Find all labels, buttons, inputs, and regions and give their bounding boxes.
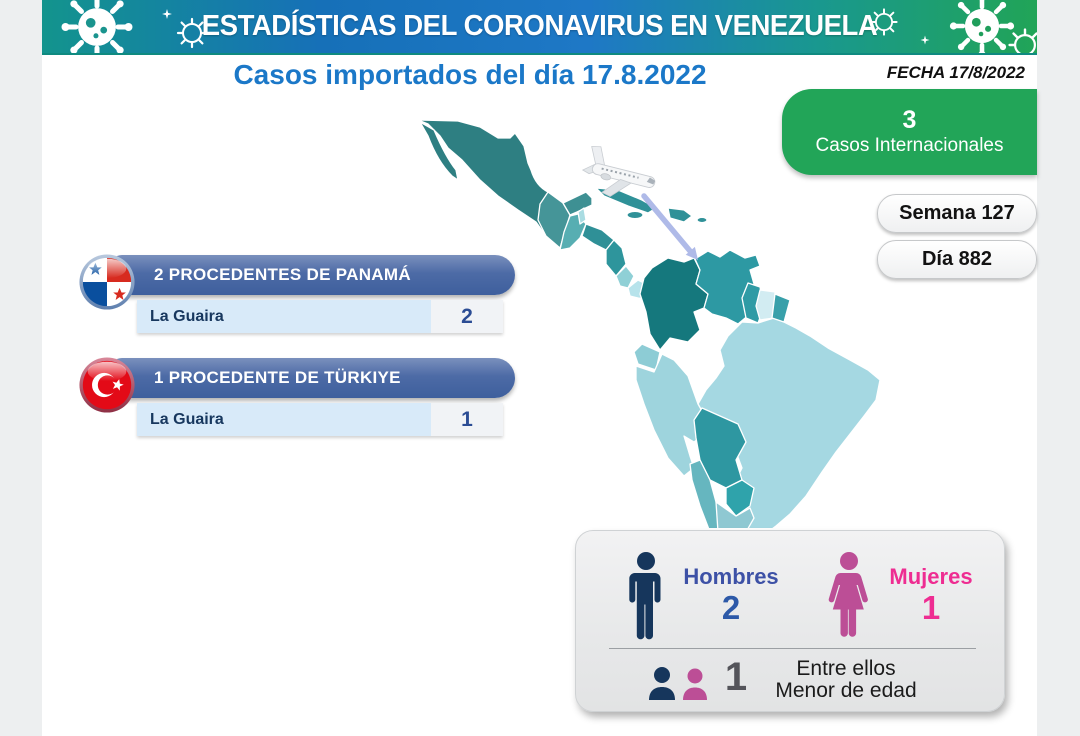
turkiye-flag-icon [79,357,135,413]
day-badge: Día 882 [877,240,1037,279]
right-margin [1037,0,1080,736]
turkiye-header-label: 1 PROCEDENTE DE TÜRKIYE [154,368,401,387]
turkiye-header-bar: 1 PROCEDENTE DE TÜRKIYE [110,358,515,398]
demographics-panel: Hombres 2 Mujeres 1 1 Entre ellos Menor … [575,530,1005,712]
panama-place: La Guaira [150,307,224,325]
date-label: FECHA 17/8/2022 [886,63,1025,82]
minors-caption-line2: Menor de edad [775,679,917,702]
turkiye-place: La Guaira [150,410,224,428]
minors-busts-icon [649,667,707,700]
header-banner: ESTADÍSTICAS DEL CORONAVIRUS EN VENEZUEL… [42,0,1037,55]
panama-header-label: 2 PROCEDENTES DE PANAMÁ [154,265,411,284]
male-icon [629,552,661,640]
turkiye-value: 1 [431,403,503,436]
panama-header-bar: 2 PROCEDENTES DE PANAMÁ [110,255,515,295]
panel-divider [609,648,976,649]
week-badge: Semana 127 [877,194,1037,233]
page-title: ESTADÍSTICAS DEL CORONAVIRUS EN VENEZUEL… [201,10,878,42]
hombres-value: 2 [721,589,741,626]
virus-icon [870,0,1037,53]
female-icon [828,552,868,637]
turkiye-row: La Guaira 1 [137,403,503,436]
airplane-icon [581,146,656,197]
minors-value: 1 [724,655,748,699]
left-margin [0,0,42,736]
panama-value: 2 [431,300,503,333]
minors-caption-line1: Entre ellos [796,657,896,680]
hombres-label: Hombres [683,564,779,589]
international-cases-label: Casos Internacionales [815,134,1004,156]
panama-flag-icon [79,254,135,310]
international-cases-badge: 3 Casos Internacionales [782,89,1037,175]
mujeres-value: 1 [921,589,941,626]
virus-icon [61,0,208,53]
mujeres-label: Mujeres [889,564,973,589]
international-cases-count: 3 [902,105,917,134]
panama-row: La Guaira 2 [137,300,503,333]
route-arrow-icon [641,193,698,260]
subtitle: Casos importados del día 17.8.2022 [233,59,707,90]
latin-america-map [417,119,881,528]
